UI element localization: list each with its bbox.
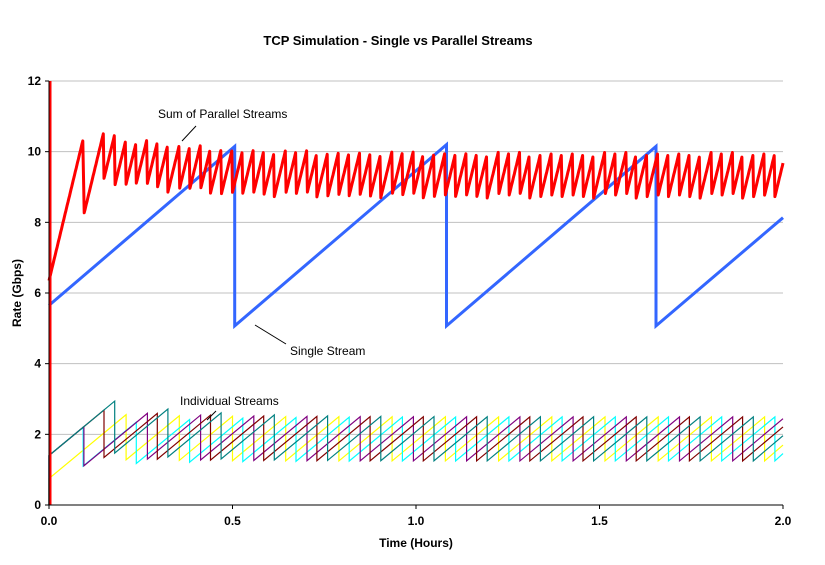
individual-stream-line — [48, 408, 784, 505]
individual-stream-line — [48, 415, 784, 505]
y-tick-label: 4 — [34, 357, 41, 371]
annotation-arrow-individual — [206, 410, 217, 421]
individual-stream-line — [48, 413, 784, 505]
individual-stream-line — [48, 412, 784, 505]
annotation-single-stream: Single Stream — [290, 344, 365, 358]
single-stream-line — [48, 141, 784, 330]
annotation-arrow-single — [254, 324, 287, 345]
sum-parallel-streams-line — [47, 132, 785, 281]
x-tick-label: 0.0 — [41, 514, 58, 528]
x-tick-label: 0.5 — [224, 514, 241, 528]
chart-title: TCP Simulation - Single vs Parallel Stre… — [263, 33, 532, 48]
y-tick-label: 0 — [34, 498, 41, 512]
annotation-arrow-sum — [181, 125, 197, 142]
y-tick-label: 12 — [28, 74, 42, 88]
y-tick-label: 10 — [28, 145, 42, 159]
annotation-individual-streams: Individual Streams — [180, 394, 279, 408]
x-tick-label: 2.0 — [775, 514, 792, 528]
x-tick-label: 1.0 — [408, 514, 425, 528]
axes: 0 2 4 6 8 10 12 0.0 0.5 1.0 1.5 2.0 — [28, 74, 792, 528]
x-tick-label: 1.5 — [591, 514, 608, 528]
y-tick-label: 2 — [34, 427, 41, 441]
y-axis-label: Rate (Gbps) — [10, 259, 24, 327]
y-tick-label: 8 — [34, 215, 41, 229]
annotation-sum-parallel: Sum of Parallel Streams — [158, 107, 287, 121]
x-axis-label: Time (Hours) — [379, 536, 453, 550]
grid-lines — [49, 80, 783, 435]
annotations: Sum of Parallel Streams Single Stream In… — [158, 107, 365, 421]
y-tick-label: 6 — [34, 286, 41, 300]
series-layer — [47, 81, 785, 505]
individual-stream-line — [48, 399, 784, 505]
